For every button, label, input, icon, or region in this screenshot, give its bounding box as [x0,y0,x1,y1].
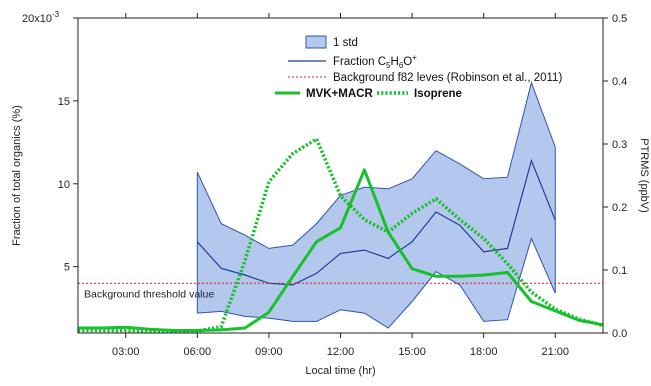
x-tick-label: 09:00 [255,346,283,358]
legend-isoprene-label: Isoprene [414,88,462,100]
std-upper-edge [196,81,556,249]
std-lower-edge [197,237,556,329]
x-tick-label: 18:00 [470,346,498,358]
x-tick-label: 12:00 [327,346,355,358]
x-axis-label: Local time (hr) [305,365,375,377]
y-tick-label-right: 0.5 [612,13,627,25]
y-tick-label-left: 15 [58,96,70,108]
x-tick-label: 03:00 [112,346,140,358]
y-tick-label-right: 0.0 [612,328,627,340]
y-tick-label-left: 5 [64,262,70,274]
background-threshold-label: Background threshold value [84,288,214,300]
legend-mvk-label: MVK+MACR [306,88,373,100]
y-axis-label-right: PTRMS (ppbV) [638,138,650,213]
legend-fraction-label: Fraction C5H6O+ [333,53,417,70]
y-tick-label-right: 0.2 [612,202,627,214]
x-tick-label: 21:00 [542,346,570,358]
legend-background-label: Background f82 leves (Robinson et al., 2… [333,72,562,84]
y-ticks-left: 5 10 15 [58,17,78,274]
legend: 1 std Fraction C5H6O+ Background f82 lev… [275,35,562,100]
y-axis-label-left: Fraction of total organics (%) [11,105,23,246]
mvk-macr-line [78,168,604,332]
y-tick-label-right: 0.4 [612,76,627,88]
legend-std-label: 1 std [333,37,358,49]
x-ticks: 03:00 06:00 09:00 12:00 15:00 18:00 21:00 [112,13,569,358]
y-tick-label-right: 0.1 [612,265,627,277]
y-ticks-right: 0.0 0.1 0.2 0.3 0.4 0.5 [603,13,627,340]
std-band [197,82,556,328]
left-axis-exponent: 20x10-3 [22,10,60,25]
legend-std-swatch [305,35,327,49]
y-tick-label-left: 10 [58,179,70,191]
y-tick-label-right: 0.3 [612,139,627,151]
fraction-line [196,158,556,286]
x-tick-label: 06:00 [184,346,212,358]
x-tick-label: 15:00 [398,346,426,358]
